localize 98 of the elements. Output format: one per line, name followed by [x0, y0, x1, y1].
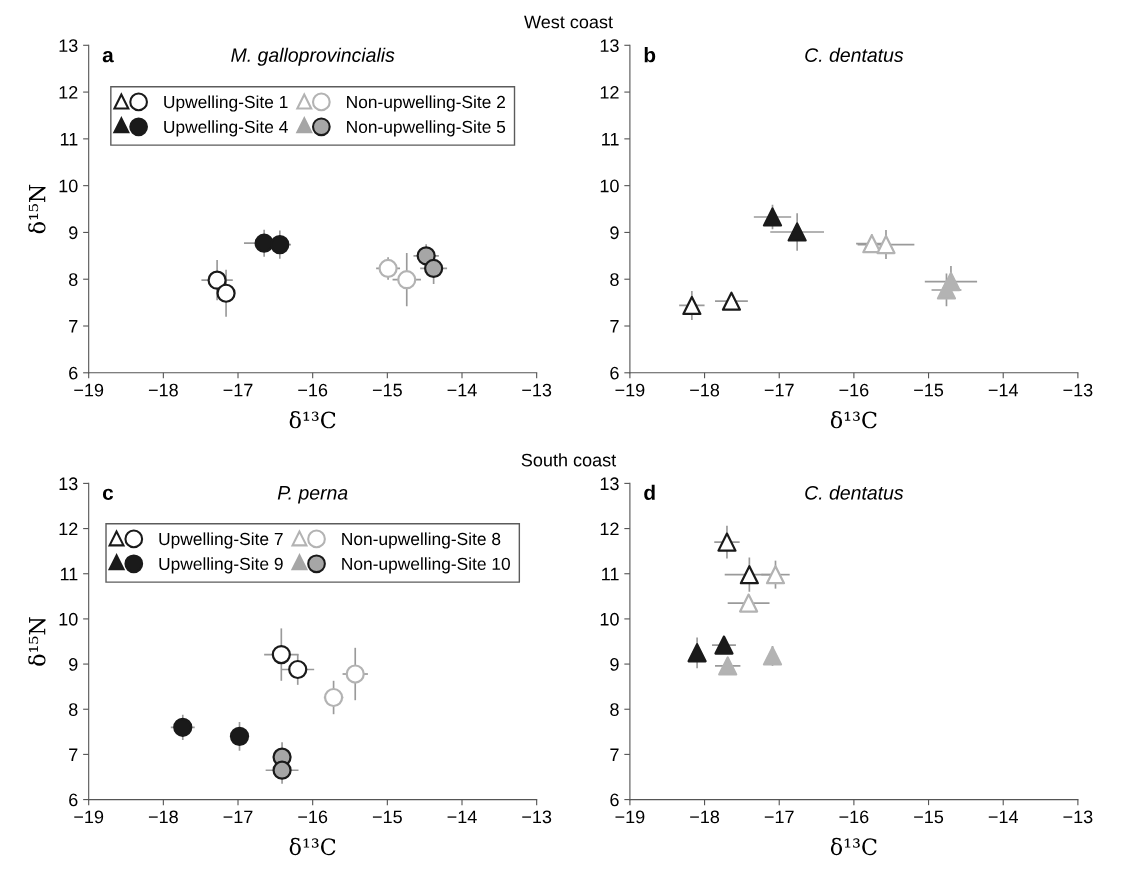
point: [762, 646, 783, 666]
point: [876, 234, 896, 255]
y-tick-label: 11: [602, 132, 619, 146]
legend-label: Non-upwelling-Site 8: [342, 532, 501, 549]
y-tick-label: 13: [59, 39, 78, 53]
y-tick-label: 10: [59, 612, 78, 626]
y-tick-label: 10: [600, 179, 619, 193]
y-tick-label: 7: [610, 320, 619, 333]
legend-label: Upwelling-Site 4: [164, 120, 288, 137]
point: [718, 656, 738, 676]
x-tick-label: −16: [839, 810, 869, 824]
x-tick-label: −18: [690, 383, 720, 397]
y-tick-label: 11: [60, 132, 78, 146]
point: [687, 643, 707, 663]
y-tick-label: 7: [69, 748, 78, 761]
annotation: d: [644, 484, 655, 501]
y-tick-label: 8: [69, 703, 78, 716]
point: [765, 565, 786, 585]
x-tick-label: −17: [223, 383, 253, 397]
x-tick-label: −13: [1063, 810, 1093, 824]
x-tick-label: −15: [372, 383, 402, 397]
chart-title: C. dentatus: [805, 485, 904, 500]
point: [682, 295, 702, 316]
x-tick-label: −18: [148, 383, 178, 397]
legend-label: Upwelling-Site 9: [159, 557, 283, 574]
y-tick-label: 13: [59, 477, 78, 491]
x-tick-label: −14: [447, 810, 477, 824]
x-tick-label: −15: [914, 810, 944, 824]
x-tick-label: −19: [74, 810, 104, 824]
y-axis-title: δ¹⁵N: [28, 617, 46, 666]
y-tick-label: 10: [600, 612, 619, 626]
x-tick-label: −18: [690, 810, 720, 824]
y-tick-label: 11: [602, 567, 619, 581]
y-tick-label: 9: [610, 226, 619, 240]
y-tick-label: 13: [600, 39, 619, 53]
chart-subtitle: West coast: [524, 15, 613, 29]
x-tick-label: −19: [615, 810, 645, 824]
x-tick-label: −14: [988, 383, 1018, 397]
x-axis-title: δ¹³C: [289, 837, 336, 856]
y-tick-label: 8: [610, 703, 619, 716]
y-tick-label: 12: [59, 86, 78, 99]
annotation: a: [102, 50, 114, 63]
legend-label: Upwelling-Site 7: [159, 532, 283, 549]
chart-title: C. dentatus: [805, 47, 904, 62]
x-tick-label: −14: [447, 383, 477, 397]
point: [714, 635, 734, 655]
x-tick-label: −17: [223, 810, 253, 824]
x-tick-label: −17: [764, 383, 794, 397]
legend-label: Non-upwelling-Site 5: [347, 120, 506, 137]
x-axis-title: δ¹³C: [830, 411, 877, 429]
legend-label: Non-upwelling-Site 10: [342, 557, 510, 574]
x-tick-label: −15: [372, 810, 402, 824]
x-tick-label: −19: [615, 383, 645, 397]
y-tick-label: 12: [600, 522, 619, 536]
chart-title: M. galloprovincialis: [231, 47, 395, 66]
point: [739, 593, 759, 613]
y-tick-label: 7: [69, 320, 78, 333]
x-axis-title: δ¹³C: [289, 411, 336, 429]
y-tick-label: 8: [69, 273, 78, 286]
point: [862, 234, 882, 254]
x-tick-label: −18: [148, 810, 178, 824]
x-tick-label: −16: [839, 383, 869, 397]
chart-title: P. perna: [277, 486, 348, 504]
x-tick-label: −13: [522, 383, 552, 397]
x-tick-label: −13: [1063, 383, 1093, 397]
y-tick-label: 12: [600, 86, 619, 99]
x-tick-label: −14: [988, 810, 1018, 824]
x-tick-label: −13: [522, 810, 552, 824]
y-tick-label: 8: [610, 273, 619, 286]
point: [787, 222, 807, 242]
x-tick-label: −16: [298, 383, 328, 397]
point: [717, 532, 737, 552]
x-tick-label: −19: [74, 383, 104, 397]
y-tick-label: 9: [69, 226, 78, 240]
y-axis-title: δ¹⁵N: [28, 184, 46, 234]
annotation: b: [644, 47, 656, 63]
y-tick-label: 9: [69, 658, 78, 671]
point: [936, 280, 957, 300]
x-tick-label: −16: [298, 810, 328, 824]
y-tick-label: 6: [610, 366, 619, 380]
point: [721, 291, 742, 311]
y-tick-label: 6: [610, 793, 619, 807]
y-tick-label: 6: [69, 793, 78, 807]
y-tick-label: 9: [610, 658, 619, 671]
legend-label: Non-upwelling-Site 2: [347, 95, 505, 112]
y-tick-label: 6: [69, 366, 78, 380]
legend-label: Upwelling-Site 1: [164, 95, 288, 112]
y-tick-label: 11: [60, 567, 78, 581]
x-axis-title: δ¹³C: [830, 837, 877, 856]
y-tick-label: 10: [59, 179, 78, 193]
x-tick-label: −15: [914, 383, 944, 397]
y-tick-label: 12: [59, 522, 78, 536]
annotation: c: [102, 488, 114, 501]
point: [739, 565, 759, 585]
x-tick-label: −17: [764, 810, 794, 824]
y-tick-label: 7: [610, 748, 619, 761]
y-tick-label: 13: [600, 477, 619, 491]
chart-subtitle: South coast: [521, 453, 617, 467]
